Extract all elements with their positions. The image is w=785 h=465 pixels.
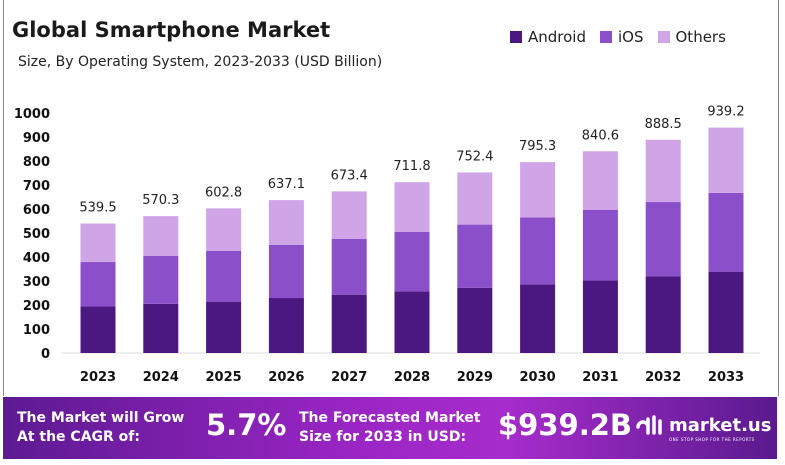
y-tick-label: 300 xyxy=(23,275,50,290)
y-tick-label: 600 xyxy=(23,203,50,218)
bar-segment-others xyxy=(268,200,304,245)
data-label-total: 673.4 xyxy=(331,168,368,183)
legend-swatch xyxy=(600,31,612,43)
cagr-label-line: The Market will Grow xyxy=(17,410,185,426)
bar-segment-android xyxy=(457,287,493,353)
bar-segment-others xyxy=(331,191,367,239)
bar-segment-ios xyxy=(582,209,618,281)
data-label-total: 637.1 xyxy=(268,177,305,192)
x-tick-label: 2024 xyxy=(143,370,179,385)
forecast-label-line: The Forecasted Market xyxy=(299,410,481,426)
x-tick-label: 2030 xyxy=(520,370,556,385)
y-tick-label: 200 xyxy=(23,299,50,314)
forecast-value: $939.2B xyxy=(498,408,633,442)
bar-segment-ios xyxy=(520,217,556,285)
x-tick-label: 2033 xyxy=(708,370,744,385)
logo-tagline: ONE STOP SHOP FOR THE REPORTS xyxy=(669,437,755,442)
bar-segment-ios xyxy=(394,231,430,292)
bar-segment-android xyxy=(206,301,242,353)
bar-segment-ios xyxy=(80,262,116,307)
legend-swatch xyxy=(657,31,670,43)
bar-segment-ios xyxy=(645,202,681,277)
chart-title: Global Smartphone Market xyxy=(12,18,331,42)
bar-segment-others xyxy=(457,172,493,225)
data-label-total: 888.5 xyxy=(645,117,682,132)
bar-segment-others xyxy=(708,127,744,193)
x-tick-label: 2027 xyxy=(331,370,367,385)
data-label-total: 711.8 xyxy=(393,159,430,174)
bar-segment-android xyxy=(80,306,116,353)
bar-segment-others xyxy=(206,208,242,251)
data-label-total: 795.3 xyxy=(519,139,556,154)
bar-segment-android xyxy=(645,276,681,353)
bar-segment-others xyxy=(80,223,116,263)
bar-segment-ios xyxy=(206,251,242,302)
cagr-value: 5.7% xyxy=(206,408,287,442)
legend-swatch xyxy=(510,31,522,43)
x-tick-label: 2025 xyxy=(206,370,242,385)
cagr-label-line: At the CAGR of: xyxy=(17,429,140,445)
bar-segment-others xyxy=(143,216,179,256)
x-tick-label: 2023 xyxy=(80,370,116,385)
x-tick-label: 2029 xyxy=(457,370,493,385)
bar-segment-ios xyxy=(708,192,744,272)
x-tick-label: 2026 xyxy=(268,370,304,385)
y-tick-label: 900 xyxy=(23,131,50,146)
data-label-total: 840.6 xyxy=(582,128,619,143)
legend-item-ios: iOS xyxy=(600,28,644,46)
bar-segment-others xyxy=(645,139,681,203)
y-tick-label: 1000 xyxy=(14,107,50,122)
forecast-label-line: Size for 2033 in USD: xyxy=(299,429,467,445)
bar-segment-others xyxy=(394,182,430,232)
bar-segment-ios xyxy=(268,244,304,299)
summary-banner: The Market will Grow At the CAGR of: 5.7%… xyxy=(3,397,777,459)
bar-segment-others xyxy=(520,162,556,218)
data-label-total: 539.5 xyxy=(79,201,116,216)
y-tick-label: 500 xyxy=(23,227,50,242)
bar-segment-android xyxy=(520,284,556,353)
data-label-total: 752.4 xyxy=(456,149,493,164)
y-tick-label: 100 xyxy=(23,323,50,338)
chart-subtitle: Size, By Operating System, 2023-2033 (US… xyxy=(18,54,383,70)
bar-segment-android xyxy=(394,291,430,353)
data-label-total: 570.3 xyxy=(142,193,179,208)
data-label-total: 939.2 xyxy=(707,105,744,120)
forecast-label: The Forecasted Market Size for 2033 in US… xyxy=(299,409,480,447)
cagr-label: The Market will Grow At the CAGR of: xyxy=(17,409,184,447)
x-tick-label: 2032 xyxy=(645,370,681,385)
bar-segment-ios xyxy=(143,255,179,304)
bar-segment-android xyxy=(268,298,304,353)
bar-segment-android xyxy=(582,280,618,353)
stacked-bar-chart: 0 100 200 300 400 500 600 700 800 900 1000 539.5 202… xyxy=(14,105,760,385)
bar-segment-android xyxy=(708,271,744,353)
legend-item-others: Others xyxy=(657,28,726,46)
bar-segment-android xyxy=(143,303,179,353)
market-us-logo: market.us ONE STOP SHOP FOR THE REPORTS xyxy=(635,413,772,442)
logo-icon xyxy=(636,415,662,435)
bar-segment-others xyxy=(582,151,618,210)
legend-item-android: Android xyxy=(510,28,586,46)
y-tick-label: 700 xyxy=(23,179,50,194)
legend-label: Others xyxy=(675,28,726,46)
legend: Android iOS Others xyxy=(510,28,726,46)
y-tick-label: 800 xyxy=(23,155,50,170)
bar-segment-ios xyxy=(331,238,367,295)
bar-segment-ios xyxy=(457,224,493,288)
x-tick-label: 2031 xyxy=(582,370,618,385)
bar-segment-android xyxy=(331,294,367,353)
y-tick-label: 400 xyxy=(23,251,50,266)
logo-text: market.us xyxy=(669,414,772,436)
legend-label: Android xyxy=(528,28,586,46)
x-tick-label: 2028 xyxy=(394,370,430,385)
data-label-total: 602.8 xyxy=(205,185,242,200)
y-tick-label: 0 xyxy=(41,347,50,362)
legend-label: iOS xyxy=(618,28,644,46)
chart-card xyxy=(3,0,779,396)
